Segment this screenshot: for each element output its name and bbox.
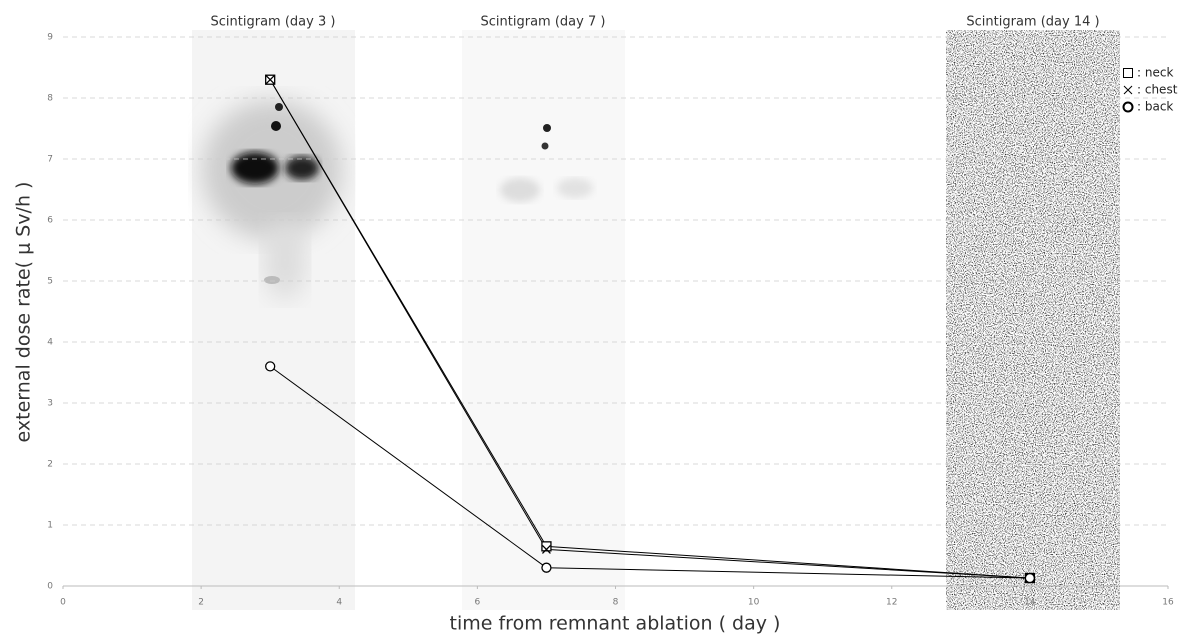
x-tick-label: 8	[613, 598, 619, 608]
x-tick-label: 16	[1162, 598, 1174, 608]
y-tick-label: 4	[47, 338, 53, 348]
scintigram-day7	[462, 30, 625, 610]
annotation: Scintigram (day 7 )	[481, 15, 606, 30]
scintigram-day14	[946, 30, 1120, 610]
y-tick-label: 6	[47, 216, 53, 226]
legend-label: : back	[1137, 100, 1173, 114]
y-tick-label: 8	[47, 94, 53, 104]
legend-label: : chest	[1137, 83, 1178, 97]
y-tick-label: 3	[47, 399, 53, 409]
y-axis-label: external dose rate( μ Sv/h )	[13, 182, 35, 443]
y-tick-label: 9	[47, 33, 53, 43]
x-tick-label: 12	[886, 598, 897, 608]
legend: : neck : chest : back	[1124, 66, 1178, 114]
y-tick-label: 7	[47, 155, 53, 165]
annotation: Scintigram (day 3 )	[211, 15, 336, 30]
legend-marker	[1124, 86, 1132, 94]
x-axis-label: time from remnant ablation ( day )	[450, 613, 781, 635]
x-tick-label: 0	[60, 598, 66, 608]
chart: Scintigram (day 3 ) Scintigram (day 7 ) …	[0, 0, 1188, 637]
legend-marker	[1124, 69, 1133, 78]
x-tick-label: 10	[748, 598, 760, 608]
y-tick-label: 1	[47, 521, 53, 531]
marker	[1025, 574, 1034, 583]
marker	[266, 362, 275, 371]
x-tick-label: 2	[198, 598, 204, 608]
legend-label: : neck	[1137, 66, 1173, 80]
y-tick-label: 2	[47, 460, 53, 470]
legend-marker	[1124, 103, 1133, 112]
y-tick-label: 0	[47, 582, 53, 592]
series-line	[270, 80, 1030, 578]
scintigram-day3	[192, 30, 355, 610]
x-tick-label: 6	[475, 598, 481, 608]
y-tick-label: 5	[47, 277, 53, 287]
marker	[542, 563, 551, 572]
x-tick-label: 14	[1024, 598, 1036, 608]
annotation: Scintigram (day 14 )	[966, 15, 1099, 30]
series-line	[270, 80, 1030, 578]
x-tick-label: 4	[336, 598, 342, 608]
series-line	[270, 366, 1030, 578]
